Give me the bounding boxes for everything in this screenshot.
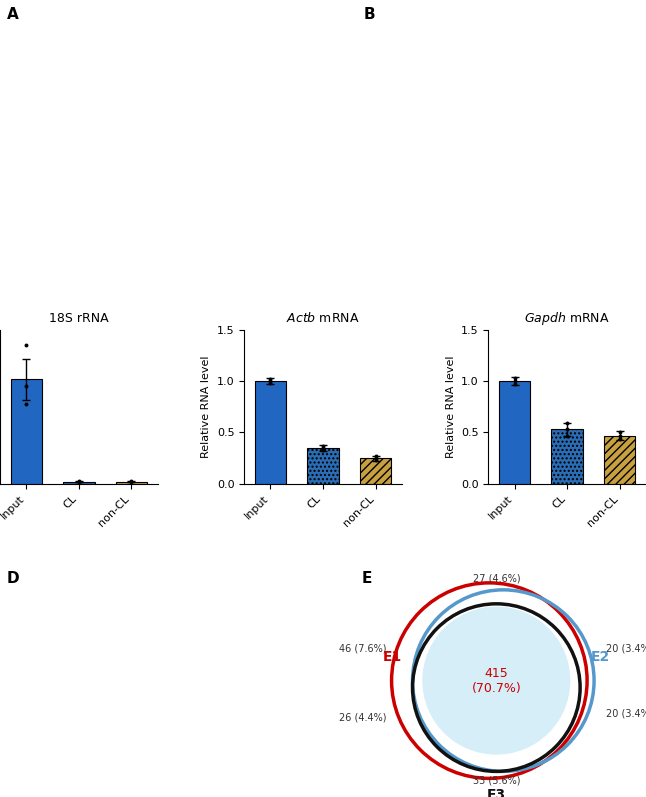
Bar xyxy=(307,448,339,484)
Title: 18S rRNA: 18S rRNA xyxy=(49,312,109,324)
Text: B: B xyxy=(364,7,375,22)
Point xyxy=(318,442,328,454)
Text: 20 (3.4%): 20 (3.4%) xyxy=(606,709,646,718)
Text: 46 (7.6%): 46 (7.6%) xyxy=(339,643,387,653)
Point xyxy=(126,475,136,488)
Text: E1: E1 xyxy=(382,650,402,665)
Point xyxy=(266,373,276,386)
Y-axis label: Relative RNA level: Relative RNA level xyxy=(446,355,455,458)
Title: $\it{Gapdh}$ mRNA: $\it{Gapdh}$ mRNA xyxy=(525,309,610,327)
Point xyxy=(21,339,32,351)
Title: $\it{Actb}$ mRNA: $\it{Actb}$ mRNA xyxy=(286,311,360,324)
Point xyxy=(318,439,328,452)
Y-axis label: Relative RNA level: Relative RNA level xyxy=(202,355,211,458)
Bar xyxy=(10,379,42,484)
Point xyxy=(370,453,380,466)
Point xyxy=(370,450,380,462)
Point xyxy=(21,380,32,393)
Bar xyxy=(116,481,147,484)
Point xyxy=(562,417,572,430)
Bar xyxy=(604,435,636,484)
Bar xyxy=(499,381,530,484)
Point xyxy=(562,429,572,442)
Point xyxy=(21,398,32,410)
Text: 415
(70.7%): 415 (70.7%) xyxy=(472,666,521,695)
Circle shape xyxy=(423,607,570,754)
Point xyxy=(126,476,136,489)
Point xyxy=(74,475,84,488)
Point xyxy=(510,378,520,391)
Point xyxy=(614,429,625,442)
Text: 27 (4.6%): 27 (4.6%) xyxy=(472,573,520,583)
Point xyxy=(74,475,84,488)
Text: D: D xyxy=(6,571,19,587)
Bar xyxy=(552,430,583,484)
Point xyxy=(510,371,520,384)
Bar xyxy=(360,458,391,484)
Bar xyxy=(255,381,286,484)
Text: E2: E2 xyxy=(591,650,610,665)
Point xyxy=(266,375,276,387)
Point xyxy=(614,426,625,439)
Bar xyxy=(63,481,94,484)
Point xyxy=(614,432,625,445)
Point xyxy=(562,423,572,436)
Point xyxy=(510,375,520,387)
Point xyxy=(370,452,380,465)
Point xyxy=(318,443,328,456)
Text: 33 (5.6%): 33 (5.6%) xyxy=(473,775,520,786)
Point xyxy=(266,377,276,390)
Text: E: E xyxy=(361,571,371,587)
Text: A: A xyxy=(7,7,19,22)
Text: 26 (4.4%): 26 (4.4%) xyxy=(339,713,387,723)
Text: E3: E3 xyxy=(486,787,506,797)
Text: 20 (3.4%): 20 (3.4%) xyxy=(606,643,646,653)
